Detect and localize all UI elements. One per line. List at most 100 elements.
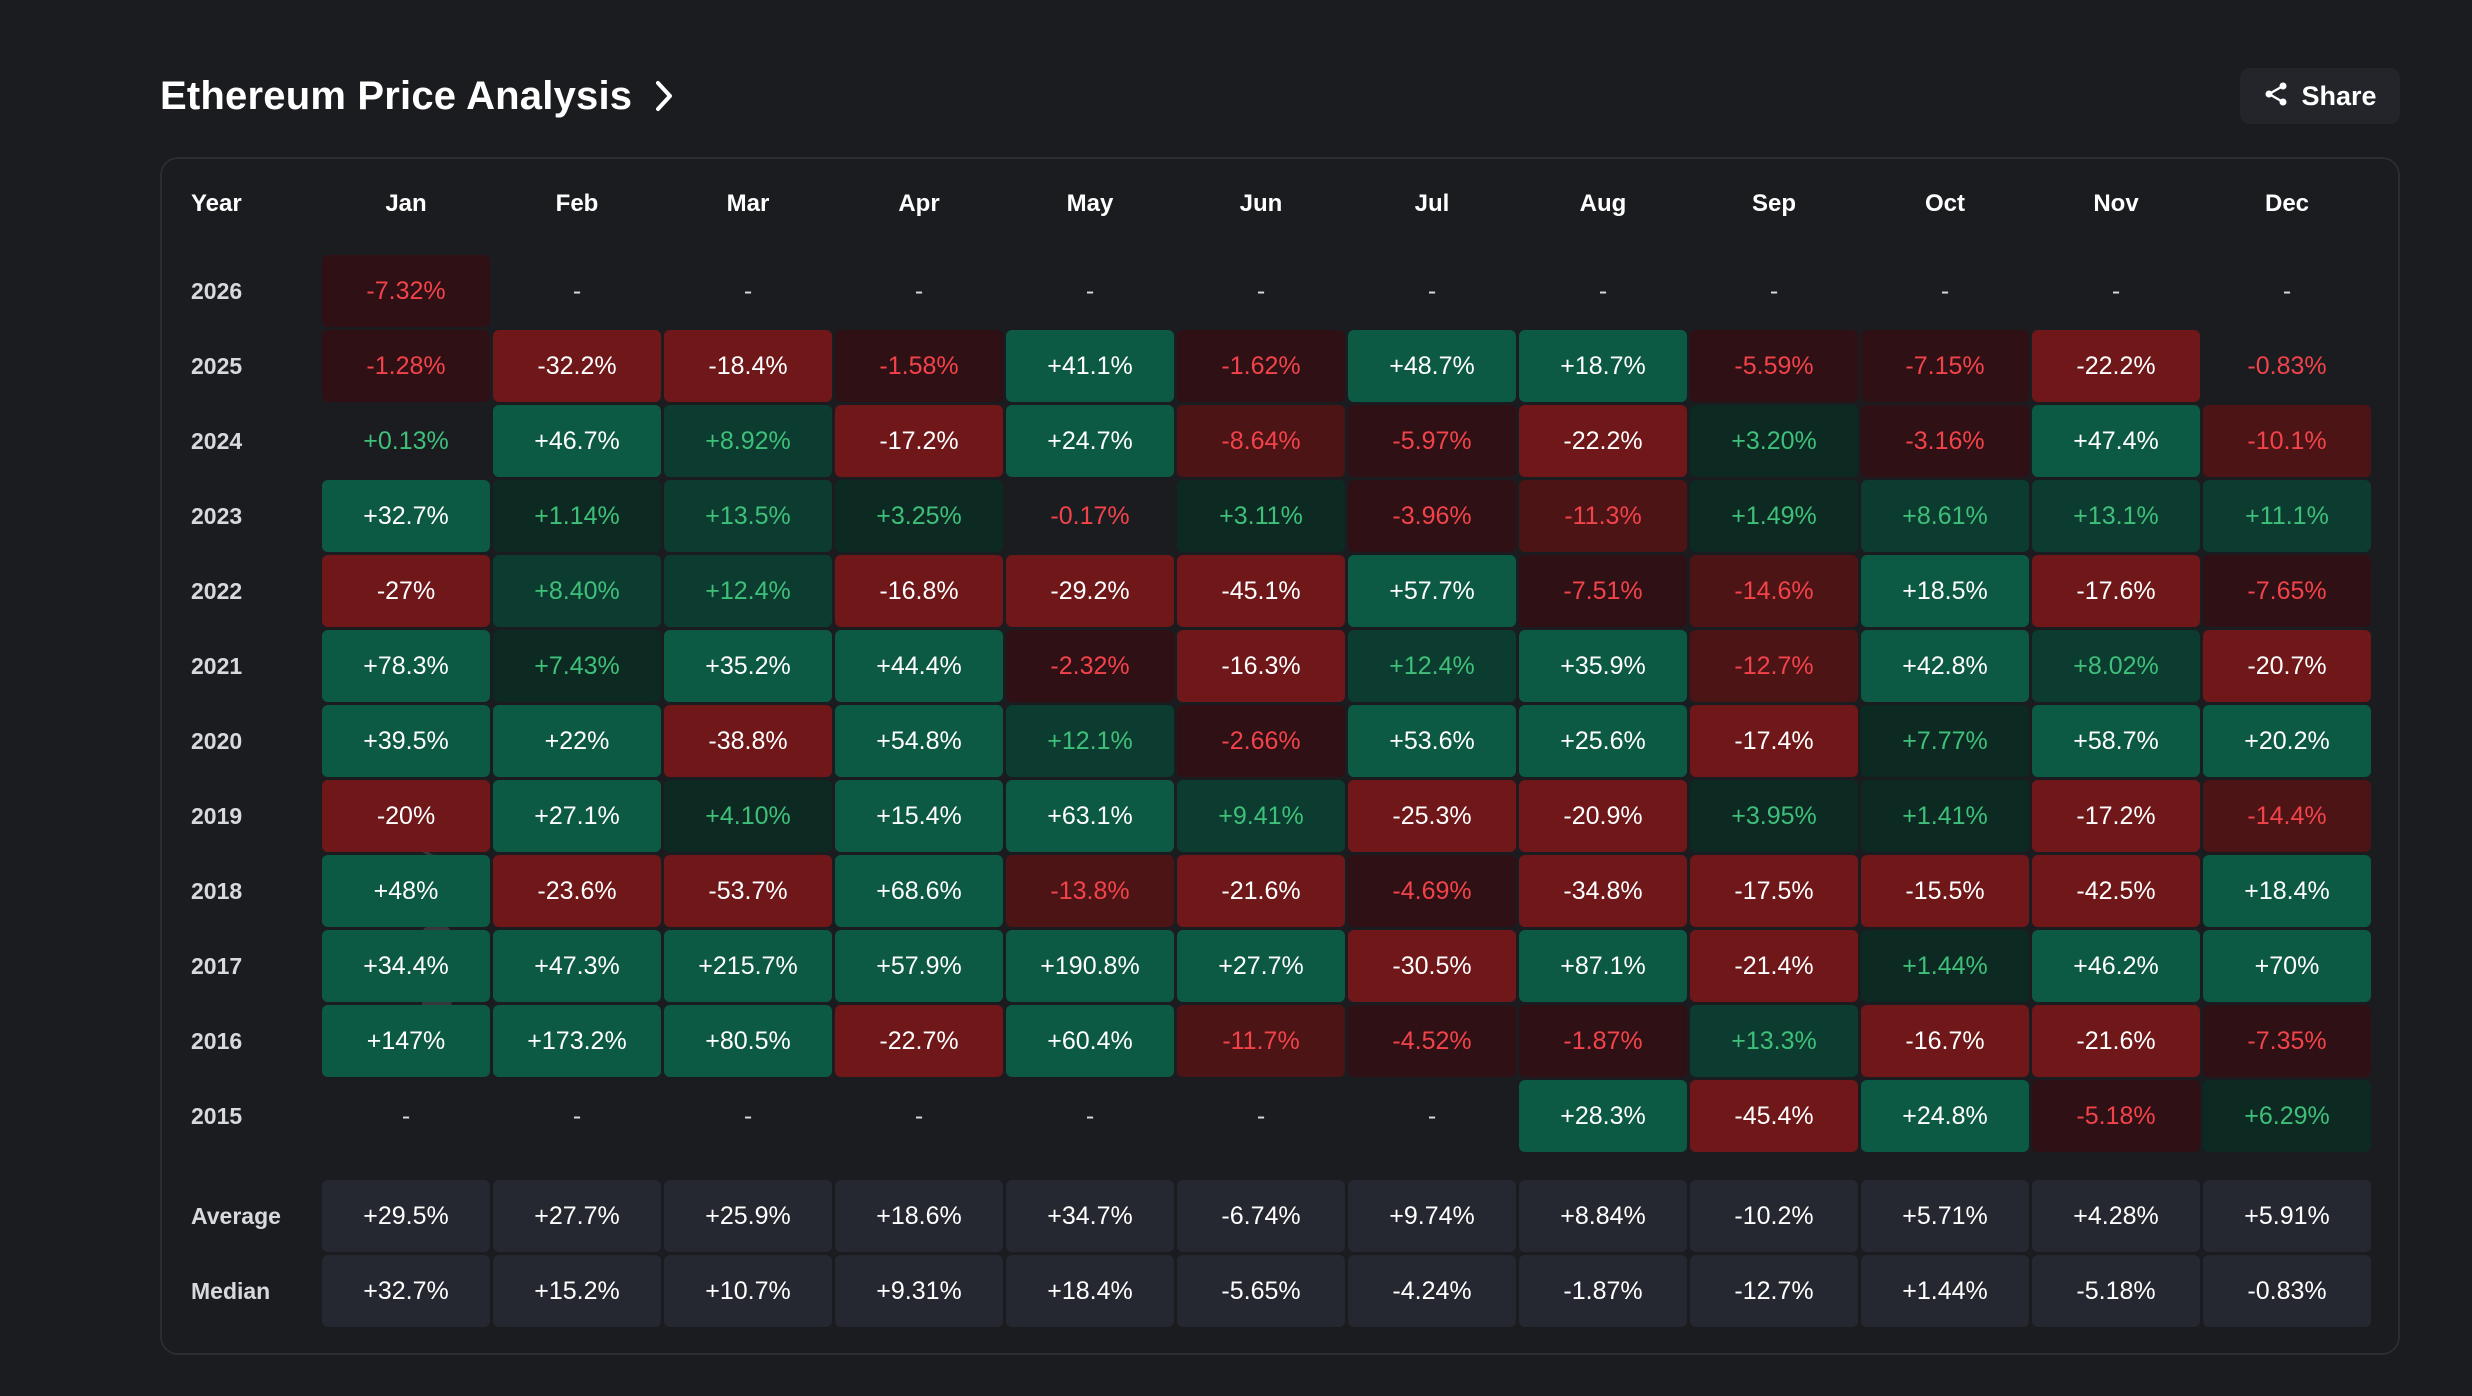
return-cell[interactable]: -7.51% [1519, 555, 1687, 627]
return-cell[interactable]: +20.2% [2203, 705, 2371, 777]
return-cell[interactable]: -3.96% [1348, 480, 1516, 552]
return-cell[interactable]: +190.8% [1006, 930, 1174, 1002]
return-cell[interactable]: -7.32% [322, 255, 490, 327]
return-cell[interactable]: +13.5% [664, 480, 832, 552]
share-button[interactable]: Share [2240, 68, 2400, 124]
return-cell[interactable]: -4.69% [1348, 855, 1516, 927]
return-cell[interactable]: +80.5% [664, 1005, 832, 1077]
return-cell[interactable]: +70% [2203, 930, 2371, 1002]
return-cell[interactable]: +7.77% [1861, 705, 2029, 777]
return-cell[interactable]: -30.5% [1348, 930, 1516, 1002]
return-cell[interactable]: +39.5% [322, 705, 490, 777]
return-cell[interactable]: +12.4% [664, 555, 832, 627]
return-cell[interactable]: +44.4% [835, 630, 1003, 702]
return-cell[interactable]: -5.59% [1690, 330, 1858, 402]
return-cell[interactable]: +57.7% [1348, 555, 1516, 627]
return-cell[interactable]: +46.7% [493, 405, 661, 477]
return-cell[interactable]: +35.2% [664, 630, 832, 702]
return-cell[interactable]: -1.87% [1519, 1005, 1687, 1077]
return-cell[interactable]: -16.3% [1177, 630, 1345, 702]
return-cell[interactable]: +4.10% [664, 780, 832, 852]
return-cell[interactable]: -20.7% [2203, 630, 2371, 702]
return-cell[interactable]: -42.5% [2032, 855, 2200, 927]
return-cell[interactable]: -7.35% [2203, 1005, 2371, 1077]
return-cell[interactable]: -1.58% [835, 330, 1003, 402]
return-cell[interactable]: +3.95% [1690, 780, 1858, 852]
return-cell[interactable]: -11.7% [1177, 1005, 1345, 1077]
return-cell[interactable]: -32.2% [493, 330, 661, 402]
return-cell[interactable]: -22.2% [1519, 405, 1687, 477]
return-cell[interactable]: -17.2% [2032, 780, 2200, 852]
return-cell[interactable]: +7.43% [493, 630, 661, 702]
return-cell[interactable]: -4.52% [1348, 1005, 1516, 1077]
return-cell[interactable]: -13.8% [1006, 855, 1174, 927]
return-cell[interactable]: +1.14% [493, 480, 661, 552]
return-cell[interactable]: +1.44% [1861, 930, 2029, 1002]
page-title-link[interactable]: Ethereum Price Analysis [160, 64, 678, 128]
return-cell[interactable]: +58.7% [2032, 705, 2200, 777]
return-cell[interactable]: -23.6% [493, 855, 661, 927]
return-cell[interactable]: -29.2% [1006, 555, 1174, 627]
return-cell[interactable]: -10.1% [2203, 405, 2371, 477]
return-cell[interactable]: -14.4% [2203, 780, 2371, 852]
return-cell[interactable]: +60.4% [1006, 1005, 1174, 1077]
return-cell[interactable]: -22.2% [2032, 330, 2200, 402]
return-cell[interactable]: -11.3% [1519, 480, 1687, 552]
return-cell[interactable]: -21.6% [2032, 1005, 2200, 1077]
return-cell[interactable]: +32.7% [322, 480, 490, 552]
return-cell[interactable]: -22.7% [835, 1005, 1003, 1077]
return-cell[interactable]: -16.8% [835, 555, 1003, 627]
return-cell[interactable]: -21.4% [1690, 930, 1858, 1002]
return-cell[interactable]: +34.4% [322, 930, 490, 1002]
return-cell[interactable]: -53.7% [664, 855, 832, 927]
return-cell[interactable]: -7.65% [2203, 555, 2371, 627]
return-cell[interactable]: +3.11% [1177, 480, 1345, 552]
return-cell[interactable]: +0.13% [363, 426, 449, 455]
return-cell[interactable]: +22% [493, 705, 661, 777]
return-cell[interactable]: -8.64% [1177, 405, 1345, 477]
return-cell[interactable]: -18.4% [664, 330, 832, 402]
return-cell[interactable]: +57.9% [835, 930, 1003, 1002]
return-cell[interactable]: -34.8% [1519, 855, 1687, 927]
return-cell[interactable]: +11.1% [2203, 480, 2371, 552]
return-cell[interactable]: +6.29% [2203, 1080, 2371, 1152]
return-cell[interactable]: +68.6% [835, 855, 1003, 927]
return-cell[interactable]: -38.8% [664, 705, 832, 777]
return-cell[interactable]: +8.02% [2032, 630, 2200, 702]
return-cell[interactable]: -15.5% [1861, 855, 2029, 927]
return-cell[interactable]: +1.41% [1861, 780, 2029, 852]
return-cell[interactable]: +53.6% [1348, 705, 1516, 777]
return-cell[interactable]: +25.6% [1519, 705, 1687, 777]
return-cell[interactable]: +3.25% [835, 480, 1003, 552]
return-cell[interactable]: -45.1% [1177, 555, 1345, 627]
return-cell[interactable]: +78.3% [322, 630, 490, 702]
return-cell[interactable]: +42.8% [1861, 630, 2029, 702]
return-cell[interactable]: -0.17% [1050, 501, 1130, 530]
return-cell[interactable]: -1.62% [1177, 330, 1345, 402]
return-cell[interactable]: -5.18% [2032, 1080, 2200, 1152]
return-cell[interactable]: +18.5% [1861, 555, 2029, 627]
return-cell[interactable]: -3.16% [1861, 405, 2029, 477]
return-cell[interactable]: +24.8% [1861, 1080, 2029, 1152]
return-cell[interactable]: +8.92% [664, 405, 832, 477]
return-cell[interactable]: +3.20% [1690, 405, 1858, 477]
return-cell[interactable]: -21.6% [1177, 855, 1345, 927]
return-cell[interactable]: +47.4% [2032, 405, 2200, 477]
return-cell[interactable]: +18.7% [1519, 330, 1687, 402]
return-cell[interactable]: +48% [322, 855, 490, 927]
return-cell[interactable]: -7.15% [1861, 330, 2029, 402]
return-cell[interactable]: +8.40% [493, 555, 661, 627]
return-cell[interactable]: +35.9% [1519, 630, 1687, 702]
return-cell[interactable]: +1.49% [1690, 480, 1858, 552]
return-cell[interactable]: -20.9% [1519, 780, 1687, 852]
return-cell[interactable]: -2.66% [1177, 705, 1345, 777]
return-cell[interactable]: +63.1% [1006, 780, 1174, 852]
return-cell[interactable]: -45.4% [1690, 1080, 1858, 1152]
return-cell[interactable]: -17.5% [1690, 855, 1858, 927]
return-cell[interactable]: -17.6% [2032, 555, 2200, 627]
return-cell[interactable]: -1.28% [322, 330, 490, 402]
return-cell[interactable]: -5.97% [1348, 405, 1516, 477]
return-cell[interactable]: +147% [322, 1005, 490, 1077]
return-cell[interactable]: +46.2% [2032, 930, 2200, 1002]
return-cell[interactable]: +87.1% [1519, 930, 1687, 1002]
